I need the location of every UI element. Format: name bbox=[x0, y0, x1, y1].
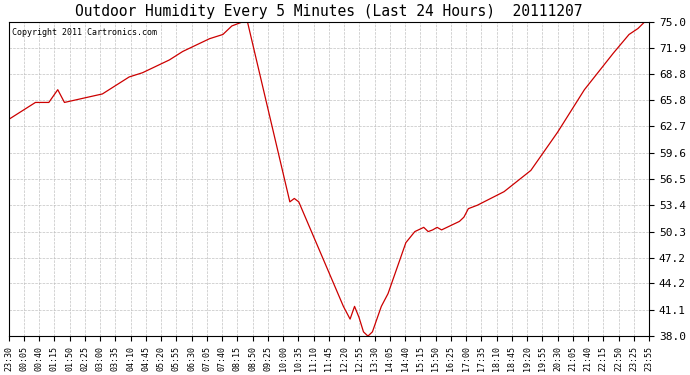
Text: Copyright 2011 Cartronics.com: Copyright 2011 Cartronics.com bbox=[12, 28, 157, 37]
Title: Outdoor Humidity Every 5 Minutes (Last 24 Hours)  20111207: Outdoor Humidity Every 5 Minutes (Last 2… bbox=[75, 4, 582, 19]
